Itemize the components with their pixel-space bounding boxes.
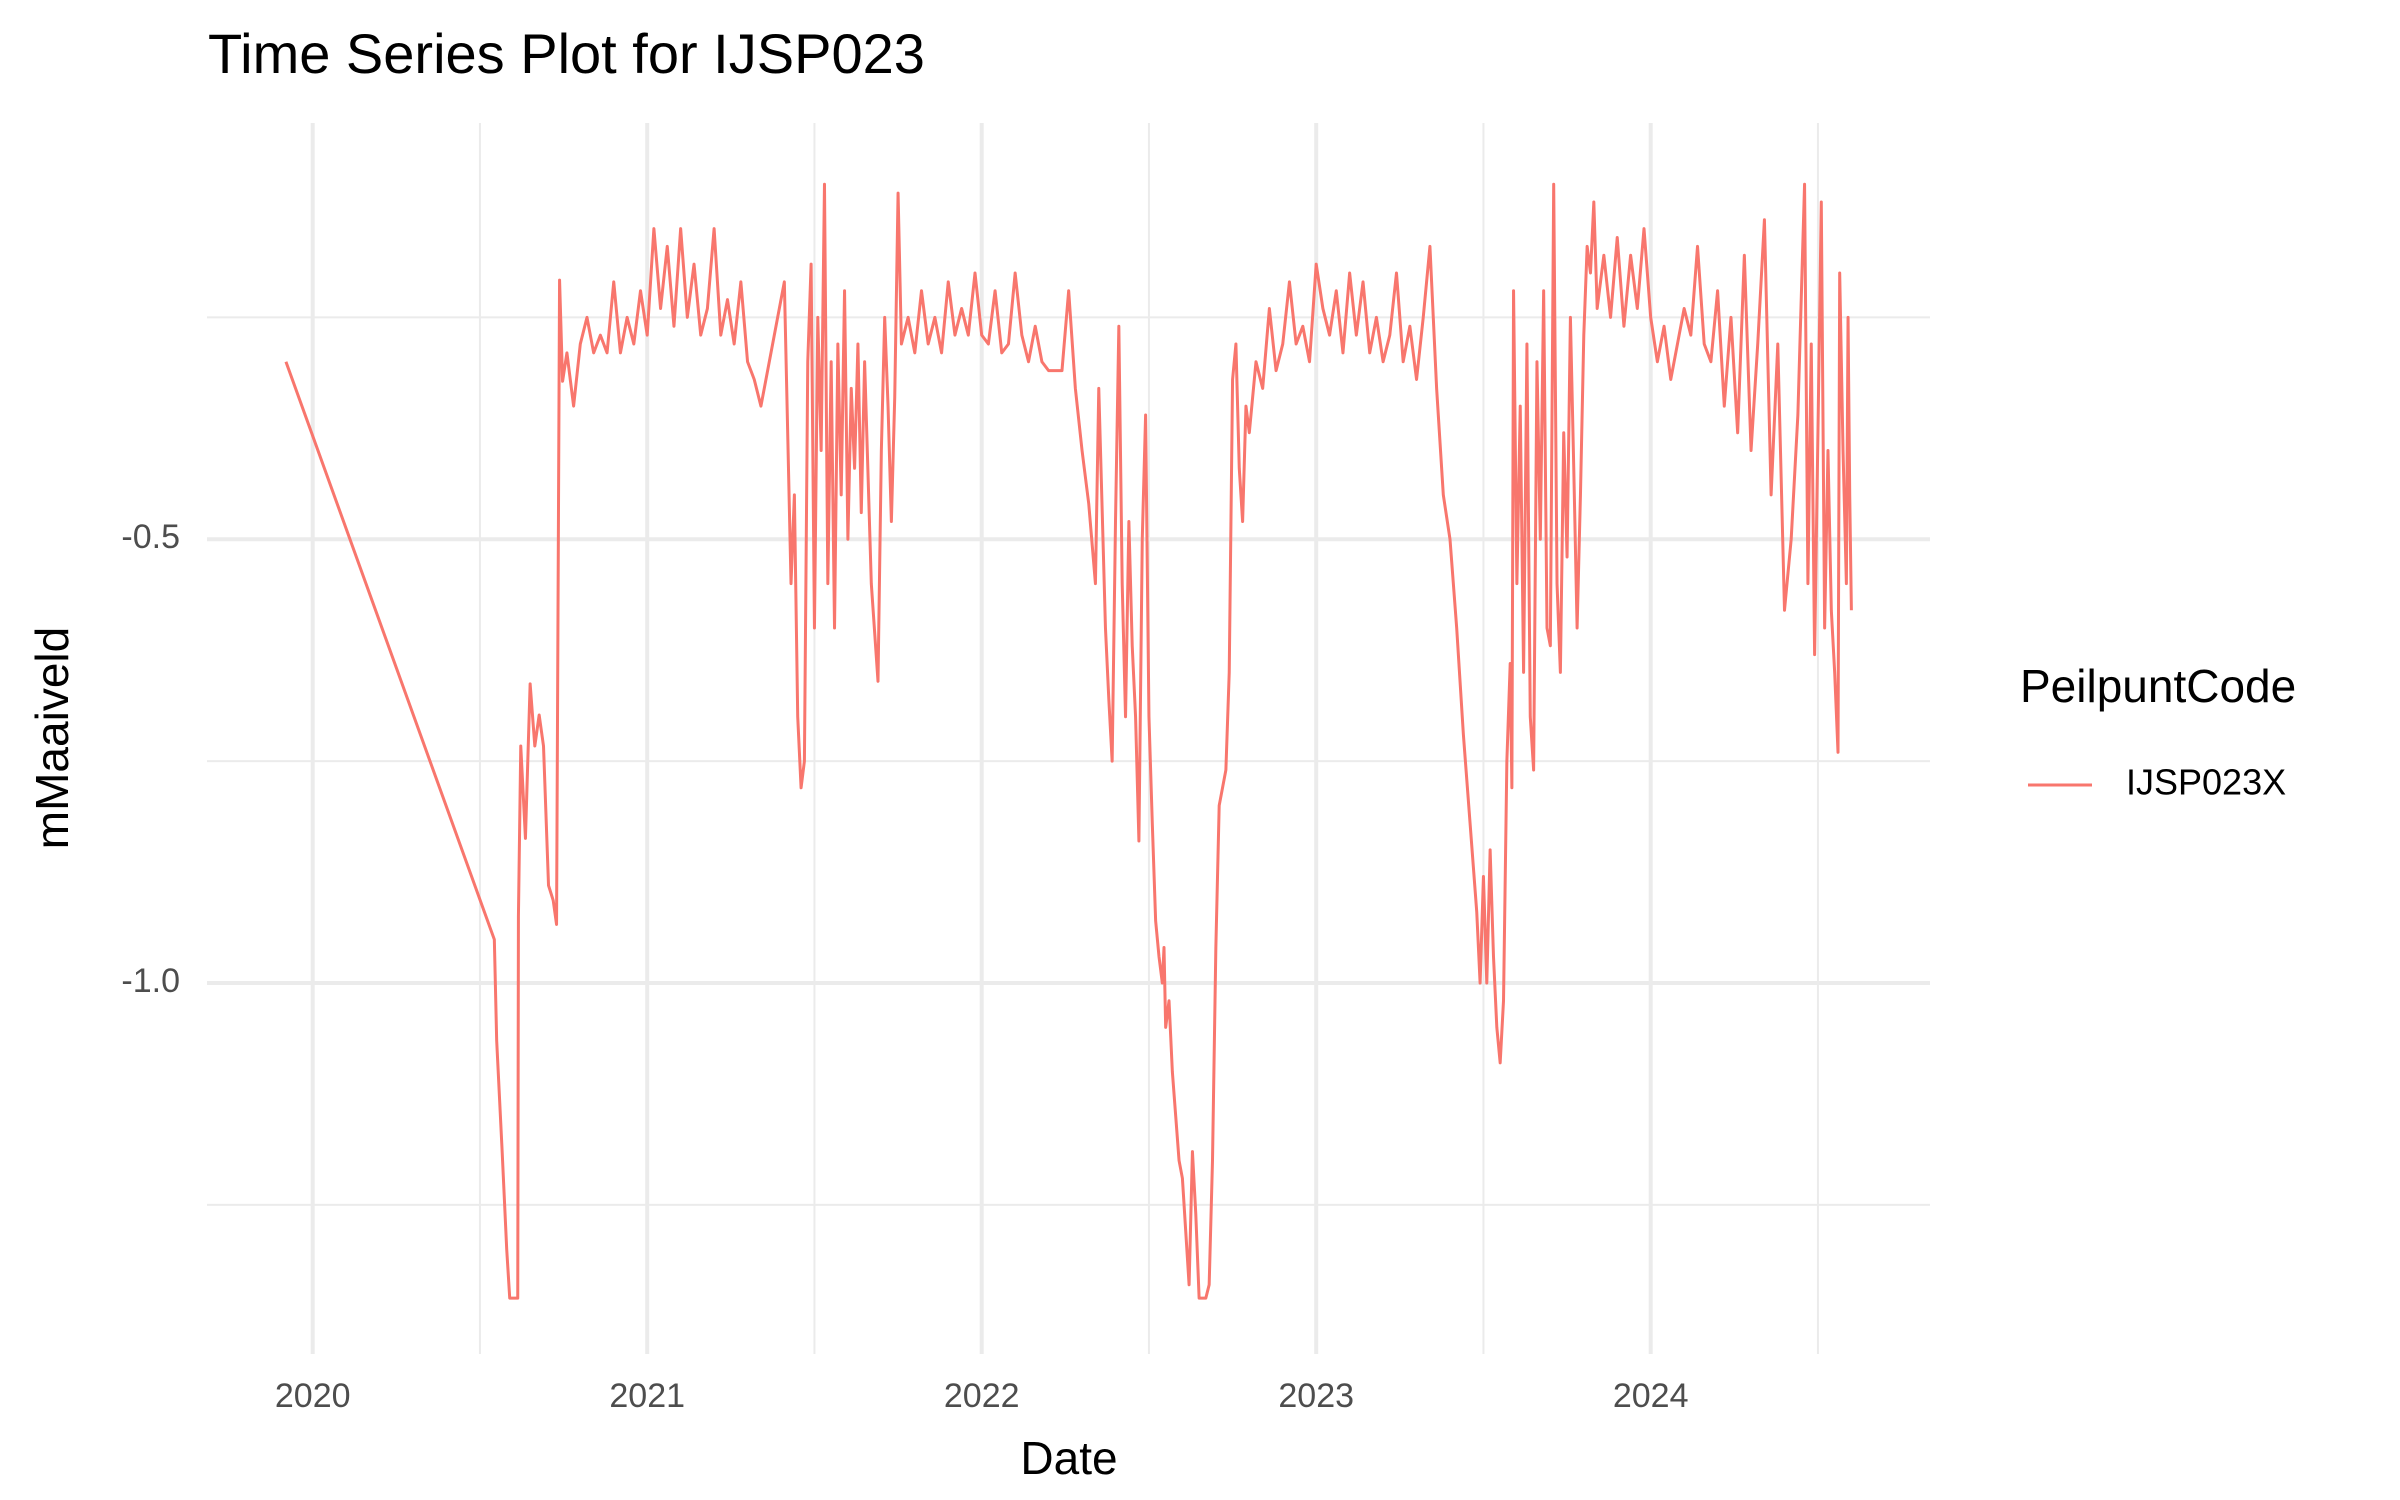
y-tick-label: -1.0 [121,962,180,1000]
plot-area [284,182,1853,1300]
y-axis-title: mMaaiveld [26,627,78,849]
data-line [284,182,1853,1300]
x-axis-title: Date [1020,1432,1117,1484]
legend-label: IJSP023X [2126,762,2286,803]
x-tick-label: 2020 [275,1377,351,1415]
x-tick-label: 2021 [609,1377,685,1415]
legend: PeilpuntCode IJSP023X [2020,660,2296,802]
legend-title: PeilpuntCode [2020,660,2296,712]
x-tick-label: 2024 [1613,1377,1689,1415]
y-tick-label: -0.5 [121,518,180,556]
chart-title: Time Series Plot for IJSP023 [208,22,925,85]
x-tick-label: 2023 [1278,1377,1354,1415]
x-tick-label: 2022 [944,1377,1020,1415]
grid: -0.5 -1.0 2020 2021 2022 2023 2024 [121,123,1930,1415]
